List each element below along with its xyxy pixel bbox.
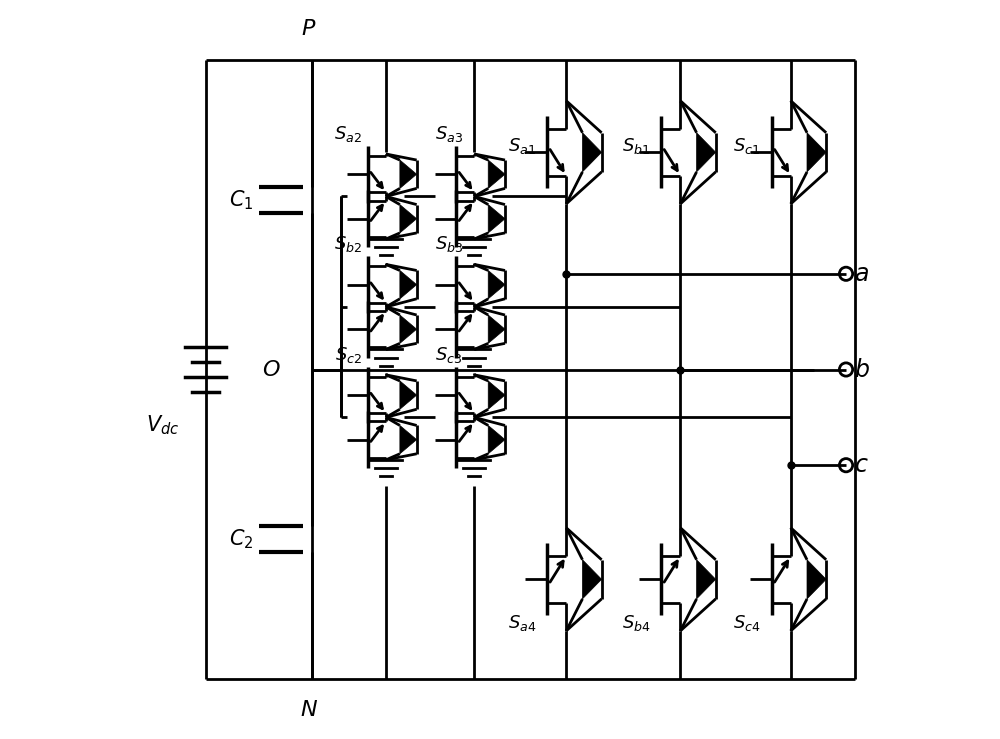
Text: $S_{a2}$: $S_{a2}$ bbox=[334, 124, 362, 144]
Polygon shape bbox=[488, 426, 505, 454]
Text: $S_{b2}$: $S_{b2}$ bbox=[334, 234, 362, 254]
Polygon shape bbox=[697, 133, 716, 172]
Text: $S_{c1}$: $S_{c1}$ bbox=[733, 137, 760, 157]
Polygon shape bbox=[807, 559, 826, 599]
Polygon shape bbox=[400, 426, 417, 454]
Text: $N$: $N$ bbox=[300, 699, 318, 721]
Text: $P$: $P$ bbox=[301, 18, 316, 40]
Polygon shape bbox=[400, 205, 417, 233]
Polygon shape bbox=[488, 315, 505, 344]
Polygon shape bbox=[488, 270, 505, 299]
Text: $c$: $c$ bbox=[854, 453, 869, 477]
Polygon shape bbox=[488, 381, 505, 409]
Polygon shape bbox=[400, 160, 417, 188]
Polygon shape bbox=[488, 160, 505, 188]
Text: $V_{dc}$: $V_{dc}$ bbox=[146, 413, 180, 437]
Text: $S_{b1}$: $S_{b1}$ bbox=[622, 137, 650, 157]
Polygon shape bbox=[488, 205, 505, 233]
Text: $O$: $O$ bbox=[262, 358, 281, 381]
Polygon shape bbox=[400, 270, 417, 299]
Text: $S_{c2}$: $S_{c2}$ bbox=[335, 345, 362, 365]
Text: $b$: $b$ bbox=[854, 358, 870, 381]
Polygon shape bbox=[807, 133, 826, 172]
Polygon shape bbox=[400, 315, 417, 344]
Text: $S_{a1}$: $S_{a1}$ bbox=[508, 137, 536, 157]
Text: $C_2$: $C_2$ bbox=[229, 527, 253, 551]
Text: $a$: $a$ bbox=[854, 262, 869, 286]
Text: $C_1$: $C_1$ bbox=[229, 188, 253, 212]
Polygon shape bbox=[582, 133, 602, 172]
Text: $S_{c4}$: $S_{c4}$ bbox=[733, 613, 760, 633]
Text: $S_{a3}$: $S_{a3}$ bbox=[435, 124, 463, 144]
Text: $S_{b3}$: $S_{b3}$ bbox=[435, 234, 463, 254]
Polygon shape bbox=[697, 559, 716, 599]
Text: $S_{c3}$: $S_{c3}$ bbox=[435, 345, 463, 365]
Polygon shape bbox=[400, 381, 417, 409]
Text: $S_{b4}$: $S_{b4}$ bbox=[622, 613, 651, 633]
Polygon shape bbox=[582, 559, 602, 599]
Text: $S_{a4}$: $S_{a4}$ bbox=[508, 613, 536, 633]
